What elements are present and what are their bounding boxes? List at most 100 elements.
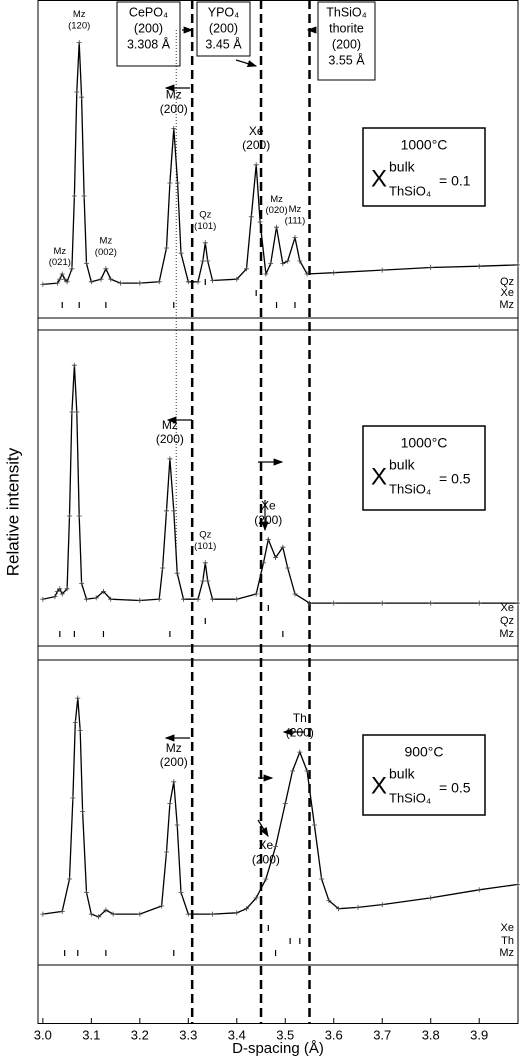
observed-point: [268, 261, 274, 267]
observed-point: [167, 456, 173, 462]
observed-point: [79, 581, 85, 587]
reference-box: [317, 1, 376, 81]
observed-point: [205, 258, 211, 264]
peak-hkl: (200): [254, 513, 282, 527]
reference-text: 3.45 Å: [205, 36, 242, 51]
observed-point: [54, 280, 60, 286]
peak-hkl: (002): [95, 247, 117, 258]
observed-point: [59, 908, 65, 914]
observed-point: [307, 600, 313, 606]
observed-point: [273, 844, 279, 850]
observed-point: [40, 281, 46, 287]
peak-hkl: (021): [49, 257, 71, 268]
observed-point: [88, 279, 94, 285]
composition-symbol: X: [371, 165, 387, 192]
reference-text: 3.308 Å: [127, 36, 171, 51]
composition-value: = 0.5: [439, 780, 471, 796]
observed-point: [285, 258, 291, 264]
observed-point: [40, 911, 46, 917]
peak-phase: Mz: [162, 418, 178, 432]
observed-point: [260, 560, 266, 566]
plot-frame: [37, 0, 519, 1024]
condition-box: [362, 425, 486, 511]
observed-point: [195, 279, 201, 285]
x-tick-label: 3.8: [422, 1027, 440, 1042]
observed-point: [280, 544, 286, 550]
observed-point: [297, 258, 303, 264]
observed-point: [69, 409, 75, 415]
observed-point: [476, 263, 482, 269]
observed-point: [75, 695, 81, 701]
observed-point: [156, 596, 162, 602]
observed-point: [103, 907, 109, 913]
arrow: [257, 819, 269, 838]
observed-point: [185, 911, 191, 917]
composition-subscript: ThSiO₄: [389, 481, 431, 496]
reflection-label: Xe: [501, 922, 514, 934]
observed-point: [428, 600, 434, 606]
observed-point: [180, 596, 186, 602]
observed-point: [331, 600, 337, 606]
observed-point: [311, 822, 317, 828]
observed-point: [108, 276, 114, 282]
observed-point: [234, 276, 240, 282]
reflection-label: Mz: [499, 947, 514, 959]
observed-point: [248, 214, 254, 220]
observed-point: [210, 278, 216, 283]
reflection-label: Qz: [500, 276, 514, 288]
observed-point: [163, 849, 169, 855]
observed-point: [263, 876, 269, 882]
observed-point: [54, 588, 60, 594]
peak-phase: Th: [293, 711, 307, 725]
observed-point: [83, 890, 89, 895]
observed-point: [40, 596, 46, 602]
x-tick-label: 3.5: [276, 1027, 294, 1042]
observed-point: [428, 265, 434, 270]
observed-point: [515, 881, 520, 887]
x-tick-label: 3.4: [228, 1027, 246, 1042]
peak-phase: Qz: [199, 529, 211, 540]
observed-point: [77, 728, 83, 733]
arrow: [235, 59, 258, 68]
observed-point: [71, 362, 77, 368]
observed-point: [379, 600, 385, 606]
peak-hkl: (200): [242, 138, 270, 152]
observed-point: [304, 768, 310, 774]
reflection-label: Th: [501, 935, 514, 947]
observed-point: [67, 876, 73, 882]
observed-point: [83, 596, 89, 602]
peak-hkl: (200): [160, 755, 188, 769]
observed-point: [79, 94, 85, 100]
observed-point: [292, 591, 298, 597]
peak-phase: Mz: [289, 204, 302, 215]
observed-point: [202, 240, 208, 246]
x-tick-label: 3.7: [373, 1027, 391, 1042]
observed-point: [52, 594, 58, 600]
observed-point: [178, 890, 184, 895]
observed-point: [83, 261, 89, 267]
observed-point: [167, 800, 173, 806]
observed-point: [234, 596, 240, 602]
observed-point: [274, 224, 280, 230]
observed-point: [297, 749, 303, 755]
observed-point: [265, 536, 271, 542]
x-tick-label: 3.3: [179, 1027, 197, 1042]
reference-text: (200): [134, 21, 163, 35]
observed-point: [280, 261, 286, 267]
observed-point: [171, 508, 177, 514]
composition-value: = 0.1: [439, 173, 471, 189]
observed-point: [292, 235, 298, 241]
observed-point: [57, 586, 63, 592]
observed-point: [253, 162, 259, 168]
observed-point: [379, 902, 385, 908]
composition-value: = 0.5: [439, 471, 471, 487]
observed-point: [57, 276, 63, 282]
reflection-label: Xe: [501, 287, 514, 299]
observed-point: [64, 279, 70, 285]
observed-point: [167, 180, 173, 186]
reflection-label: Xe: [501, 602, 514, 614]
peak-phase: Xe: [259, 838, 274, 852]
observed-point: [62, 276, 68, 282]
composition-superscript: bulk: [389, 457, 416, 473]
peak-phase: Xe: [261, 498, 276, 512]
